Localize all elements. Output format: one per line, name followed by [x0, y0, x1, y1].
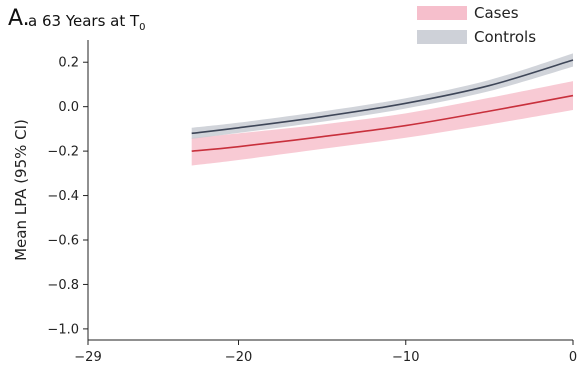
- y-tick-label: −0.4: [47, 189, 79, 204]
- legend: Cases Controls: [417, 4, 536, 46]
- series-lines: [191, 59, 574, 152]
- series-line-controls: [191, 59, 574, 135]
- y-tick-label: −0.6: [47, 234, 79, 249]
- x-tick-label: −29: [74, 350, 101, 365]
- x-tick-label: −20: [225, 350, 252, 365]
- y-tick-label: −0.8: [47, 278, 79, 293]
- y-tick-label: −0.2: [47, 145, 79, 160]
- ci-band-cases: [191, 81, 574, 166]
- ci-band-controls: [191, 53, 574, 139]
- y-ticks: 0.2 0.0 −0.2 −0.4 −0.6 −0.8 −1.0: [47, 56, 88, 337]
- y-axis-title: Mean LPA (95% CI): [12, 119, 30, 261]
- legend-swatch-controls: [417, 30, 467, 44]
- chart-title-text: a 63 Years at T: [28, 12, 140, 30]
- panel-label: A.: [8, 6, 30, 31]
- legend-label-cases: Cases: [474, 4, 519, 22]
- x-ticks: −29 −20 −10 0: [74, 340, 577, 365]
- chart-title-subscript: 0: [139, 22, 146, 33]
- x-tick-label: 0: [569, 350, 577, 365]
- y-tick-label: 0.0: [58, 100, 79, 115]
- x-tick-label: −10: [392, 350, 419, 365]
- chart-title: a 63 Years at T0: [28, 12, 146, 33]
- ci-bands: [191, 53, 574, 166]
- series-line-cases: [191, 94, 574, 152]
- y-tick-label: 0.2: [58, 56, 79, 71]
- legend-label-controls: Controls: [474, 28, 536, 46]
- y-tick-label: −1.0: [47, 322, 79, 337]
- legend-swatch-cases: [417, 6, 467, 20]
